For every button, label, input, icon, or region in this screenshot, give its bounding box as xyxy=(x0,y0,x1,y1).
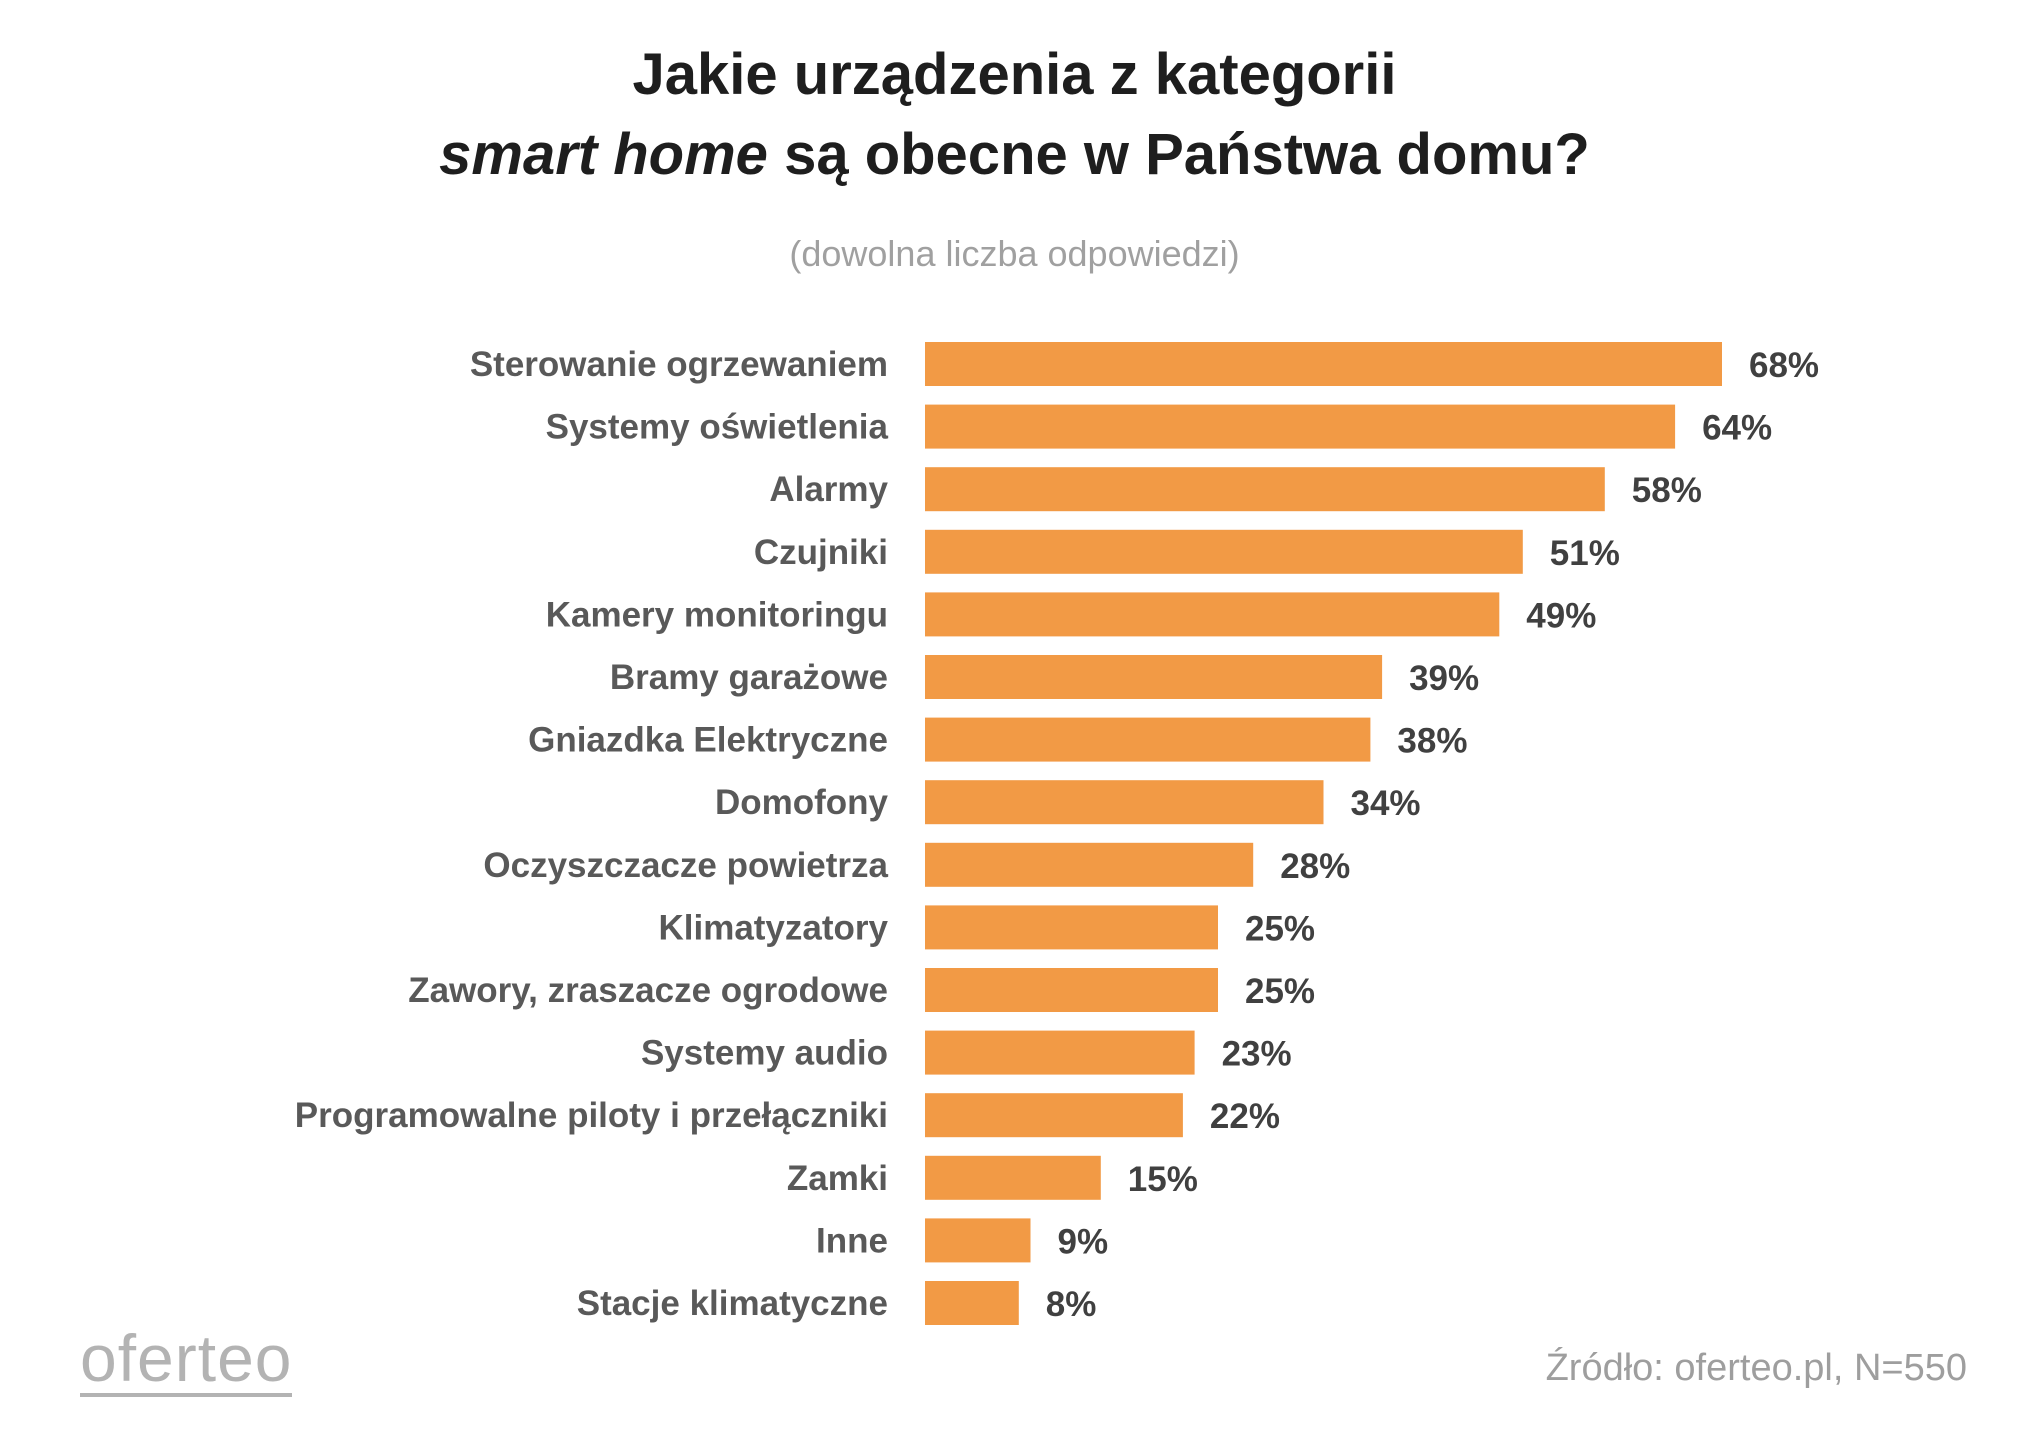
value-label-15: 9% xyxy=(1058,1222,1109,1261)
category-label-7: Gniazdka Elektryczne xyxy=(528,721,888,760)
value-label-13: 22% xyxy=(1210,1097,1280,1136)
bar-9 xyxy=(925,842,1254,887)
category-label-10: Klimatyzatory xyxy=(658,908,888,947)
chart-title-rest-part: są obecne w Państwa domu? xyxy=(767,122,1590,187)
value-label-1: 68% xyxy=(1749,346,1819,385)
chart-title-line-1: Jakie urządzenia z kategorii xyxy=(632,42,1397,107)
category-label-12: Systemy audio xyxy=(641,1034,888,1073)
bar-2 xyxy=(925,404,1676,449)
category-label-1: Sterowanie ogrzewaniem xyxy=(470,345,888,384)
value-label-16: 8% xyxy=(1046,1285,1097,1324)
category-label-11: Zawory, zraszacze ogrodowe xyxy=(408,971,888,1010)
chart-title-line-2: smart home są obecne w Państwa domu? xyxy=(0,126,2029,184)
category-label-15: Inne xyxy=(816,1221,888,1260)
value-label-6: 39% xyxy=(1409,659,1479,698)
category-label-6: Bramy garażowe xyxy=(610,658,888,697)
category-label-5: Kamery monitoringu xyxy=(546,595,888,634)
bar-11 xyxy=(925,968,1218,1012)
category-label-13: Programowalne piloty i przełączniki xyxy=(295,1096,888,1135)
bar-5 xyxy=(925,592,1500,637)
category-label-14: Zamki xyxy=(787,1159,888,1198)
value-label-14: 15% xyxy=(1128,1160,1198,1199)
category-label-9: Oczyszczacze powietrza xyxy=(483,846,888,885)
value-label-5: 49% xyxy=(1526,596,1596,635)
value-label-12: 23% xyxy=(1222,1035,1292,1074)
category-label-8: Domofony xyxy=(715,783,889,822)
bar-1 xyxy=(925,342,1722,386)
category-label-2: Systemy oświetlenia xyxy=(546,408,889,447)
value-label-8: 34% xyxy=(1351,784,1421,823)
bar-4 xyxy=(925,529,1523,574)
bar-14 xyxy=(925,1155,1101,1200)
value-label-2: 64% xyxy=(1702,409,1772,448)
bar-12 xyxy=(925,1030,1195,1075)
bar-15 xyxy=(925,1218,1031,1263)
category-label-16: Stacje klimatyczne xyxy=(577,1284,888,1323)
category-label-3: Alarmy xyxy=(769,470,888,509)
value-label-10: 25% xyxy=(1245,909,1315,948)
bar-6 xyxy=(925,655,1383,699)
bar-16 xyxy=(925,1281,1019,1325)
value-label-7: 38% xyxy=(1397,722,1467,761)
bar-13 xyxy=(925,1093,1183,1138)
chart-subtitle: (dowolna liczba odpowiedzi) xyxy=(789,233,1240,274)
oferteo-logo: oferteo xyxy=(80,1321,293,1397)
value-label-4: 51% xyxy=(1550,534,1620,573)
source-note: Źródło: oferteo.pl, N=550 xyxy=(1545,1347,1967,1389)
value-label-3: 58% xyxy=(1632,471,1702,510)
chart-title-italic-part: smart home xyxy=(439,122,768,187)
category-label-4: Czujniki xyxy=(754,533,888,572)
value-label-9: 28% xyxy=(1280,847,1350,886)
value-label-11: 25% xyxy=(1245,972,1315,1011)
bar-3 xyxy=(925,467,1605,512)
bar-7 xyxy=(925,717,1371,762)
bar-8 xyxy=(925,780,1324,825)
bar-10 xyxy=(925,905,1218,950)
